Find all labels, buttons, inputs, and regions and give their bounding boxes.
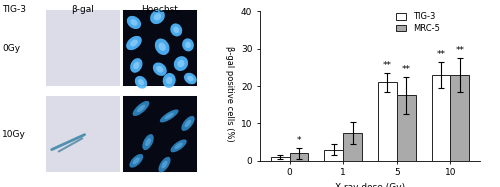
Ellipse shape — [170, 23, 182, 36]
Ellipse shape — [178, 60, 184, 67]
Ellipse shape — [154, 13, 161, 20]
Ellipse shape — [170, 139, 186, 152]
Bar — [270, 157, 289, 161]
Bar — [44, 9, 120, 86]
Ellipse shape — [130, 39, 138, 47]
Ellipse shape — [150, 10, 165, 24]
Ellipse shape — [182, 38, 194, 51]
Ellipse shape — [164, 113, 174, 119]
Ellipse shape — [135, 76, 147, 89]
Ellipse shape — [137, 105, 145, 112]
Ellipse shape — [174, 143, 182, 149]
Ellipse shape — [142, 134, 154, 150]
Ellipse shape — [133, 62, 140, 69]
Text: **: ** — [456, 46, 464, 55]
Ellipse shape — [166, 77, 172, 84]
Text: TIG-3: TIG-3 — [2, 5, 26, 14]
Text: 0Gy: 0Gy — [2, 44, 21, 53]
Ellipse shape — [153, 62, 166, 76]
Ellipse shape — [132, 101, 150, 116]
Ellipse shape — [162, 73, 175, 88]
Ellipse shape — [160, 109, 178, 122]
Ellipse shape — [130, 19, 138, 26]
Ellipse shape — [130, 154, 143, 168]
Ellipse shape — [158, 43, 166, 51]
Ellipse shape — [138, 79, 144, 85]
Bar — [432, 75, 450, 161]
Ellipse shape — [184, 73, 196, 84]
Text: Hoechst: Hoechst — [142, 5, 178, 14]
X-axis label: X-ray dose (Gy): X-ray dose (Gy) — [335, 183, 405, 187]
Ellipse shape — [174, 27, 179, 33]
Ellipse shape — [162, 161, 168, 168]
Ellipse shape — [127, 16, 141, 29]
Ellipse shape — [156, 66, 164, 73]
Text: **: ** — [402, 65, 410, 74]
Bar — [397, 95, 415, 161]
Ellipse shape — [130, 58, 142, 73]
Bar — [343, 133, 362, 161]
Ellipse shape — [126, 36, 142, 50]
Bar — [324, 150, 343, 161]
Text: *: * — [296, 136, 301, 145]
Ellipse shape — [182, 116, 194, 131]
Bar — [290, 153, 308, 161]
Legend: TIG-3, MRC-5: TIG-3, MRC-5 — [396, 12, 440, 33]
Bar — [122, 95, 198, 172]
Text: β-gal positive cells (%): β-gal positive cells (%) — [224, 46, 234, 141]
Ellipse shape — [185, 42, 191, 48]
Text: **: ** — [383, 61, 392, 70]
Bar — [44, 95, 120, 172]
Text: 10Gy: 10Gy — [2, 130, 26, 139]
Bar — [378, 82, 397, 161]
Ellipse shape — [187, 76, 194, 81]
Bar — [122, 9, 198, 86]
Ellipse shape — [145, 138, 151, 146]
Ellipse shape — [155, 39, 170, 55]
Ellipse shape — [184, 120, 192, 127]
Text: β-gal: β-gal — [71, 5, 94, 14]
Ellipse shape — [174, 56, 188, 71]
Bar — [450, 75, 469, 161]
Ellipse shape — [158, 157, 170, 172]
Ellipse shape — [133, 157, 140, 164]
Text: **: ** — [436, 50, 446, 59]
